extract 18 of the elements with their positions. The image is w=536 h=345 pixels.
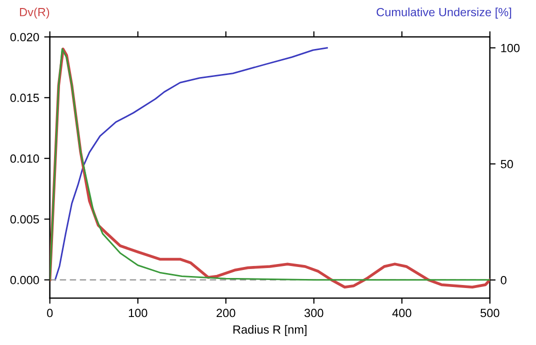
x-tick-label: 500 bbox=[480, 308, 500, 318]
y-axis-title: Dv(R) bbox=[20, 8, 50, 19]
y2-axis-title: Cumulative Undersize [%] bbox=[376, 8, 512, 19]
y-tick-label: 0.015 bbox=[10, 94, 39, 102]
y-tick-label: 0.020 bbox=[10, 32, 39, 42]
x-axis-title: Radius R [nm] bbox=[233, 325, 306, 336]
y2-tick-label: 0 bbox=[500, 276, 506, 284]
line-series bbox=[54, 47, 328, 281]
y-tick-label: 0.000 bbox=[10, 276, 39, 284]
x-tick-label: 100 bbox=[128, 308, 148, 318]
x-tick-label: 300 bbox=[304, 308, 324, 318]
y-tick-label: 0.005 bbox=[10, 215, 39, 224]
y-tick-label: 0.010 bbox=[10, 154, 39, 163]
x-tick-label: 400 bbox=[392, 308, 412, 318]
y2-tick-label: 50 bbox=[500, 160, 513, 168]
y2-tick-label: 100 bbox=[501, 44, 520, 52]
x-tick-label: 200 bbox=[216, 308, 236, 318]
x-tick-label: 0 bbox=[47, 308, 53, 318]
